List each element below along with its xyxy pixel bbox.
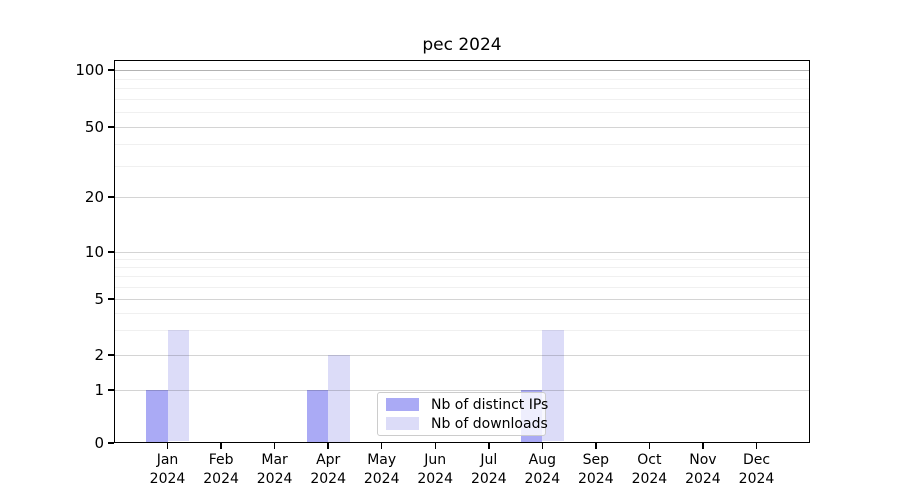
legend-item: Nb of downloads (386, 416, 548, 432)
legend-item-label: Nb of distinct IPs (431, 396, 549, 413)
x-tick-year: 2024 (631, 471, 668, 487)
y-major-gridline (115, 127, 809, 128)
y-tick-mark (108, 251, 114, 253)
y-tick-label: 2 (94, 346, 104, 364)
y-minor-gridline (115, 88, 809, 90)
y-major-gridline (115, 390, 809, 391)
y-minor-gridline (115, 286, 809, 288)
x-tick-year: 2024 (256, 471, 293, 487)
x-tick-label: Feb 2024 (193, 451, 249, 489)
x-tick-year: 2024 (577, 471, 614, 487)
y-tick-label: 50 (84, 118, 104, 136)
x-tick-year: 2024 (149, 471, 186, 487)
x-tick-mark (327, 443, 329, 449)
x-tick-month: Aug (528, 452, 556, 468)
y-tick-mark (108, 354, 114, 356)
x-tick-month: Apr (316, 452, 341, 468)
x-tick-mark (380, 443, 383, 449)
y-major-gridline (115, 299, 809, 300)
x-tick-label: Dec 2024 (729, 451, 785, 489)
y-tick-label: 0 (94, 434, 104, 452)
bar-aug-downloads (542, 330, 564, 442)
x-tick-month: Sep (582, 452, 609, 468)
x-tick-year: 2024 (363, 471, 400, 487)
x-tick-mark (220, 443, 222, 449)
legend-item-label: Nb of downloads (431, 415, 548, 432)
y-major-gridline (115, 252, 809, 253)
x-tick-label: Jul 2024 (461, 451, 517, 489)
y-minor-gridline (115, 78, 809, 80)
plot-area (114, 60, 810, 443)
y-tick-label: 10 (84, 243, 104, 261)
x-tick-mark (648, 443, 651, 449)
x-tick-label: Jan 2024 (140, 451, 196, 489)
y-major-gridline (115, 197, 809, 198)
x-tick-label: Nov 2024 (675, 451, 731, 489)
y-tick-mark (108, 389, 114, 391)
y-minor-gridline (115, 267, 809, 269)
y-tick-label: 100 (75, 61, 104, 79)
legend-swatch (386, 398, 419, 411)
y-minor-gridline (115, 276, 809, 278)
x-tick-year: 2024 (685, 471, 721, 487)
x-tick-mark (755, 443, 758, 449)
x-tick-label: Sep 2024 (568, 451, 624, 489)
legend: Nb of distinct IPs Nb of downloads (377, 392, 548, 436)
x-tick-year: 2024 (310, 471, 346, 487)
y-minor-gridline (115, 99, 809, 101)
x-tick-month: May (367, 452, 397, 468)
x-tick-label: Aug 2024 (514, 451, 570, 489)
y-major-gridline (115, 355, 809, 356)
x-tick-month: Nov (689, 452, 717, 468)
x-tick-mark (702, 443, 704, 449)
x-tick-year: 2024 (470, 471, 507, 487)
y-minor-gridline (115, 259, 809, 261)
x-tick-month: Mar (261, 452, 288, 468)
y-tick-mark (108, 69, 114, 71)
x-tick-month: Jul (480, 452, 498, 468)
bar-apr-distinct-ips (306, 390, 329, 442)
x-tick-month: Feb (208, 452, 234, 468)
x-tick-month: Oct (637, 452, 662, 468)
y-minor-gridline (115, 144, 809, 145)
x-tick-label: Mar 2024 (247, 451, 303, 489)
y-tick-mark (108, 196, 114, 198)
x-tick-mark (595, 443, 597, 449)
y-minor-gridline (115, 330, 809, 332)
x-tick-mark (273, 443, 276, 449)
y-minor-gridline (115, 112, 809, 113)
x-tick-label: Oct 2024 (621, 451, 677, 489)
x-tick-year: 2024 (738, 471, 775, 487)
y-tick-label: 1 (94, 381, 104, 399)
x-tick-month: Jan (156, 452, 179, 468)
bar-apr-downloads (328, 355, 350, 442)
x-tick-label: Apr 2024 (300, 451, 356, 489)
x-tick-year: 2024 (417, 471, 453, 487)
bar-jan-distinct-ips (146, 390, 168, 442)
y-tick-label: 5 (94, 290, 104, 308)
x-tick-year: 2024 (203, 471, 239, 487)
legend-swatch (386, 417, 419, 430)
x-tick-mark (541, 443, 544, 449)
x-tick-month: Jun (424, 452, 447, 468)
y-tick-label: 20 (84, 188, 104, 206)
y-tick-mark (108, 442, 114, 444)
y-minor-gridline (115, 166, 809, 167)
y-minor-gridline (115, 312, 809, 314)
x-tick-mark (488, 443, 490, 449)
y-major-gridline (115, 70, 809, 71)
y-tick-mark (108, 126, 114, 128)
x-tick-label: Jun 2024 (407, 451, 463, 489)
x-tick-label: May 2024 (354, 451, 410, 489)
x-tick-year: 2024 (524, 471, 561, 487)
x-tick-month: Dec (742, 452, 771, 468)
y-tick-mark (108, 298, 114, 300)
x-tick-mark (166, 443, 169, 449)
legend-item: Nb of distinct IPs (386, 397, 548, 413)
chart-title: pec 2024 (422, 35, 502, 55)
x-tick-mark (434, 443, 436, 449)
bar-jan-downloads (167, 330, 189, 442)
